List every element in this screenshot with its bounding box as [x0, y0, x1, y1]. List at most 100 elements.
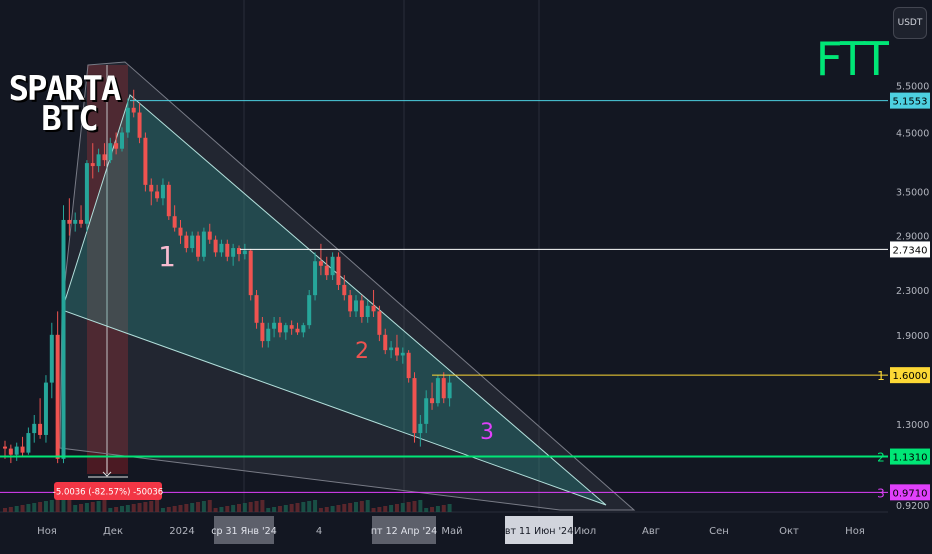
volume-bar — [283, 505, 288, 512]
level-lines: 5.1553 2.7340 1.6000 1 1.1310 2 0.9710 3 — [0, 92, 930, 501]
price-level-label: 5.1553 — [893, 97, 928, 108]
axes: 5.5000 4.5000 3.5000 2.9000 2.3000 1.9000 1.30… — [37, 81, 929, 544]
candle-body — [283, 325, 288, 333]
volume-bar — [219, 507, 224, 512]
candle-body — [155, 191, 160, 199]
volume-bar — [166, 507, 171, 512]
volume-bar — [266, 508, 271, 512]
volume-bar — [143, 502, 148, 512]
volume-bar — [79, 504, 84, 512]
volume-bar — [371, 508, 376, 512]
wave-label: 1 — [158, 240, 176, 273]
time-tick-label: Дек — [103, 526, 123, 537]
time-tick-label: Окт — [779, 526, 799, 537]
volume-bar — [354, 502, 358, 512]
price-level-tag — [890, 448, 930, 465]
volume-bar — [377, 507, 382, 512]
volume-bar — [120, 506, 124, 512]
volume-bar — [394, 504, 399, 512]
volume-bar — [14, 506, 19, 512]
volume-bar — [225, 506, 230, 512]
volume-bar — [424, 508, 429, 512]
volume-bar — [131, 504, 136, 512]
volume-bar — [295, 503, 300, 512]
volume-bar — [114, 507, 119, 512]
candle-body — [108, 143, 113, 161]
volume-bar — [201, 501, 206, 512]
volume-bar — [149, 501, 154, 512]
volume-bar — [231, 505, 236, 512]
candle-body — [90, 163, 95, 167]
candle-body — [318, 261, 323, 266]
candle-body — [435, 378, 440, 404]
crosshair-time-label: вт 11 Июн '24 — [505, 526, 573, 537]
volume-bar — [38, 502, 43, 512]
candle-body — [336, 256, 341, 285]
candle-body — [8, 448, 13, 455]
candle-body — [348, 295, 353, 312]
candle-body — [225, 243, 230, 257]
volume-bar — [184, 504, 189, 512]
inner-wedge — [61, 94, 607, 506]
candle-body — [125, 107, 130, 133]
watermark-line2: BTC — [41, 99, 98, 139]
price-tick-label: 5.5000 — [896, 81, 929, 92]
crosshair-time-label: ср 31 Янв '24 — [211, 526, 277, 537]
measure-arrowhead — [102, 471, 112, 477]
candle-body — [207, 231, 212, 240]
candle-body — [301, 325, 306, 333]
candle-body — [143, 137, 148, 185]
time-tick-label: 2024 — [169, 526, 194, 537]
candle-body — [166, 184, 171, 217]
volume-bar — [400, 503, 405, 512]
volume-bar — [318, 508, 323, 512]
price-level-label: 0.9710 — [893, 488, 928, 499]
wave-label: 2 — [355, 339, 369, 364]
volume-bar — [155, 500, 160, 512]
watermark-logo: SPARTA BTC — [4, 72, 124, 139]
candle-body — [289, 325, 294, 329]
time-tick-label: Ноя — [37, 526, 57, 537]
candle-body — [102, 154, 107, 161]
price-tick-label: 4.5000 — [896, 129, 929, 140]
volume-bar — [260, 500, 265, 512]
time-tick-label: Сен — [709, 526, 729, 537]
volume-bar — [213, 508, 218, 512]
candle-body — [277, 322, 282, 333]
crosshair-time-box — [214, 516, 274, 544]
volume-bar — [441, 505, 446, 512]
candle-body — [330, 256, 335, 276]
candle-body — [149, 184, 154, 192]
volume-bar — [365, 500, 370, 512]
crosshair-time-label: пт 12 Апр '24 — [371, 526, 437, 537]
currency-button[interactable]: USDT — [893, 7, 927, 39]
volume-bar — [430, 507, 435, 512]
volume-bar — [96, 501, 101, 512]
candle-body — [38, 423, 43, 435]
candle-body — [55, 334, 60, 459]
volume-bar — [49, 500, 54, 512]
candle-body — [67, 219, 72, 224]
candle-body — [424, 398, 429, 424]
volume-bar — [389, 505, 394, 512]
candle-body — [260, 322, 265, 342]
ticker-title: FTT — [815, 32, 890, 86]
volume-bar — [207, 500, 212, 512]
candle-body — [254, 295, 259, 323]
volume-bar — [254, 501, 259, 512]
volume-bar — [190, 503, 195, 512]
time-tick-label: Авг — [642, 526, 660, 537]
volume-bar — [73, 505, 78, 512]
volume-bar — [237, 504, 241, 512]
volume-bar — [412, 501, 417, 512]
volume-bars — [3, 494, 452, 512]
candle-body — [160, 184, 165, 199]
candle-body — [96, 154, 101, 167]
candle-body — [84, 163, 89, 224]
candle-body — [365, 305, 370, 317]
volume-bar — [313, 500, 318, 512]
candle-body — [20, 446, 25, 453]
volume-bar — [125, 505, 130, 512]
